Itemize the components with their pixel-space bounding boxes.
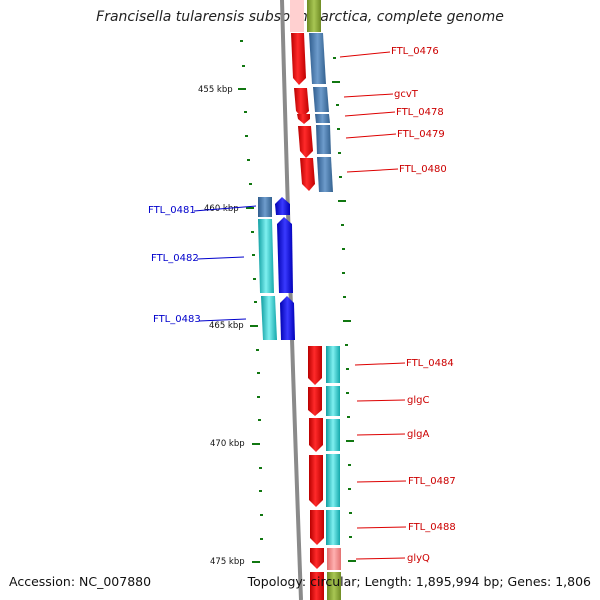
gene-label-ftl-0480[interactable]: FTL_0480 bbox=[399, 164, 447, 175]
gene-label-glyq[interactable]: glyQ bbox=[407, 553, 430, 564]
feature-patch-top bbox=[290, 0, 304, 32]
gene-label-glgc[interactable]: glgC bbox=[407, 395, 429, 406]
gene-bars-bottom bbox=[326, 346, 340, 545]
gene-label-ftl-0488[interactable]: FTL_0488 bbox=[408, 522, 456, 533]
gene-label-ftl-0482[interactable]: FTL_0482 bbox=[151, 253, 199, 264]
gene-label-gcvt[interactable]: gcvT bbox=[394, 89, 419, 100]
gene-label-glga[interactable]: glgA bbox=[407, 429, 429, 440]
gene-label-ftl-0479[interactable]: FTL_0479 bbox=[397, 129, 445, 140]
gene-label-ftl-0478[interactable]: FTL_0478 bbox=[396, 107, 444, 118]
forward-leader-lines bbox=[339, 51, 407, 560]
feature-strip-bottom bbox=[327, 572, 341, 600]
forward-cds-top bbox=[291, 33, 315, 191]
reverse-cds-cluster bbox=[258, 197, 295, 340]
kbp-label-455: 455 kbp bbox=[198, 85, 233, 95]
genome-summary: Topology: circular; Length: 1,895,994 bp… bbox=[247, 574, 591, 589]
gene-label-ftl-0487[interactable]: FTL_0487 bbox=[408, 476, 456, 487]
reverse-leader-lines bbox=[193, 205, 257, 322]
kbp-label-475: 475 kbp bbox=[210, 557, 245, 567]
accession-text: Accession: NC_007880 bbox=[9, 574, 152, 589]
gene-label-ftl-0484[interactable]: FTL_0484 bbox=[406, 358, 454, 369]
kbp-label-465: 465 kbp bbox=[209, 321, 244, 331]
gene-label-ftl-0476[interactable]: FTL_0476 bbox=[391, 46, 439, 57]
trna-bar bbox=[327, 548, 341, 570]
feature-strip-top bbox=[307, 0, 321, 32]
kbp-label-470: 470 kbp bbox=[210, 439, 245, 449]
forward-cds-bottom bbox=[308, 346, 324, 600]
gene-bars-top bbox=[309, 33, 333, 192]
tick-marks bbox=[238, 40, 356, 563]
gene-label-ftl-0483[interactable]: FTL_0483 bbox=[153, 314, 201, 325]
gene-label-ftl-0481[interactable]: FTL_0481 bbox=[148, 205, 196, 216]
